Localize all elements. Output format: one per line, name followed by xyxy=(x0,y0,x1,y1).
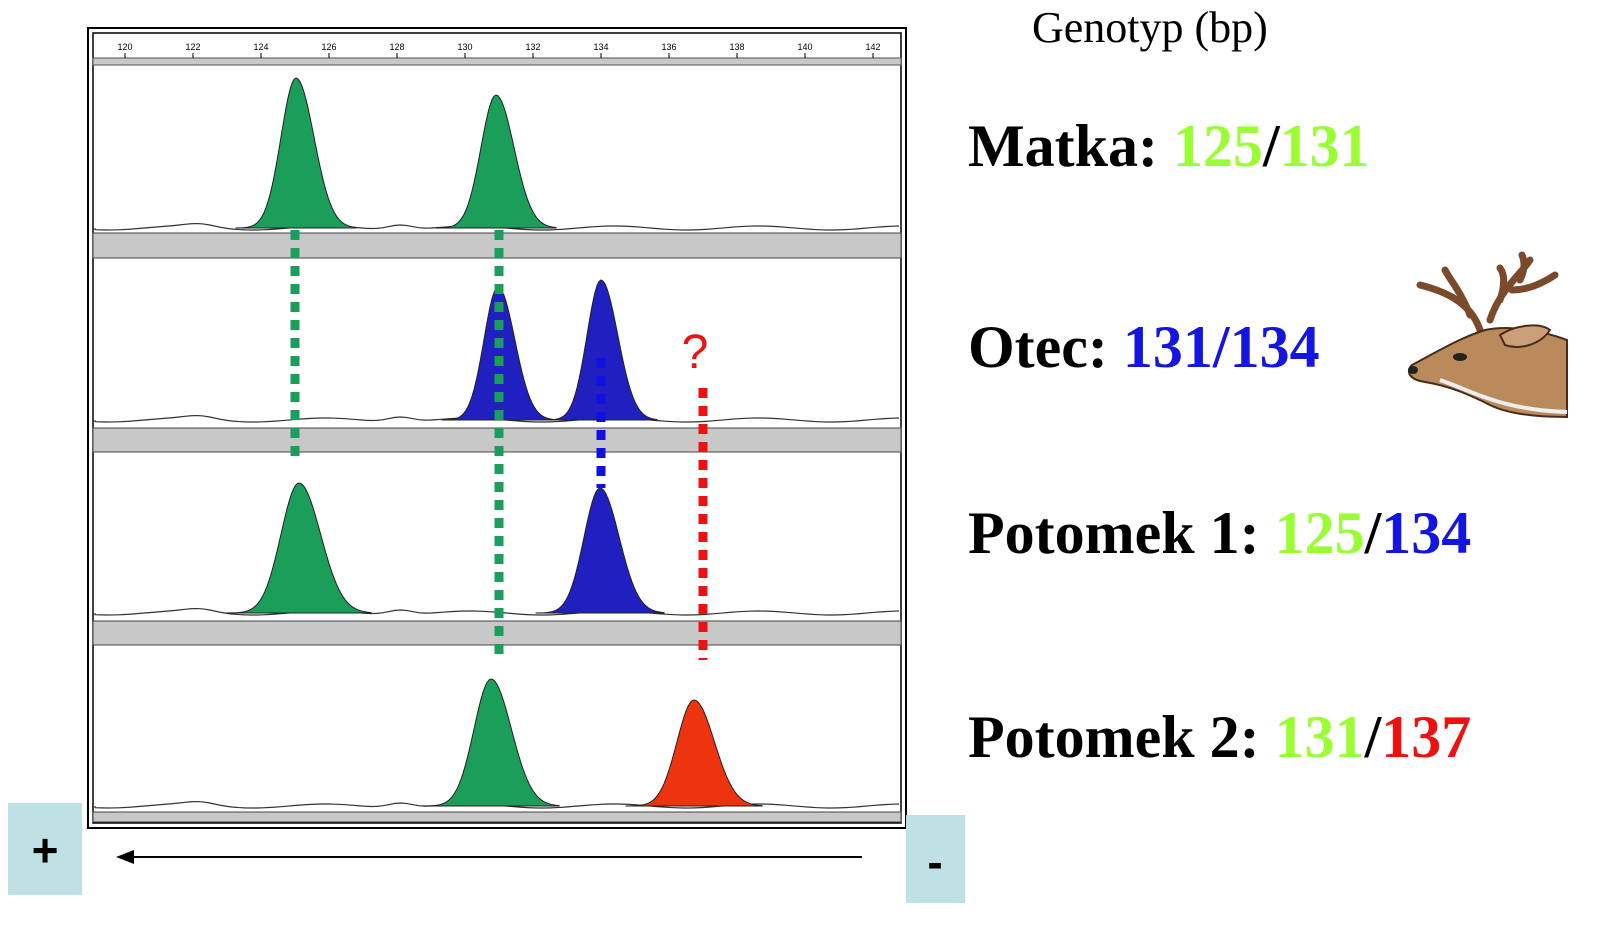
row: Potomek 1: 125/134 xyxy=(968,500,1471,566)
ruler-label: 120 xyxy=(117,42,132,52)
separator: / xyxy=(1212,314,1231,380)
deer-illustration xyxy=(1408,255,1567,417)
separator: / xyxy=(1262,113,1281,179)
header-title: Genotyp (bp) xyxy=(1032,3,1268,52)
row-label: Matka: xyxy=(968,113,1158,179)
allele: 125 xyxy=(1275,500,1365,566)
allele: 131 xyxy=(1123,314,1213,380)
question-mark: ? xyxy=(682,326,709,379)
separator: / xyxy=(1364,500,1383,566)
lane-separator xyxy=(93,812,901,822)
ruler-band xyxy=(93,58,901,65)
allele: 131 xyxy=(1275,704,1365,770)
ruler-label: 140 xyxy=(797,42,812,52)
ruler-label: 124 xyxy=(253,42,268,52)
allele: 134 xyxy=(1230,314,1320,380)
row: Matka: 125/131 xyxy=(968,113,1370,179)
ruler-label: 142 xyxy=(865,42,880,52)
minus-sign: - xyxy=(927,836,942,888)
row: Otec: 131/134 xyxy=(968,314,1320,380)
allele: 125 xyxy=(1173,113,1263,179)
ruler-label: 138 xyxy=(729,42,744,52)
row: Potomek 2: 131/137 xyxy=(968,704,1471,770)
ruler-label: 130 xyxy=(457,42,472,52)
row-label: Otec: xyxy=(968,314,1108,380)
row-label: Potomek 2: xyxy=(968,704,1260,770)
ruler-label: 122 xyxy=(185,42,200,52)
row-label: Potomek 1: xyxy=(968,500,1260,566)
allele: 131 xyxy=(1280,113,1370,179)
plus-sign: + xyxy=(32,824,59,876)
separator: / xyxy=(1364,704,1383,770)
ruler-label: 128 xyxy=(389,42,404,52)
allele: 137 xyxy=(1381,704,1471,770)
ruler-label: 136 xyxy=(661,42,676,52)
allele: 134 xyxy=(1381,500,1471,566)
ruler-label: 134 xyxy=(593,42,608,52)
ruler-label: 132 xyxy=(525,42,540,52)
slide: 120 122 124 126 128 130 132 134 136 138 140 142 ? +… xyxy=(0,0,1617,931)
arrow-head xyxy=(116,850,134,864)
ruler-label: 126 xyxy=(321,42,336,52)
